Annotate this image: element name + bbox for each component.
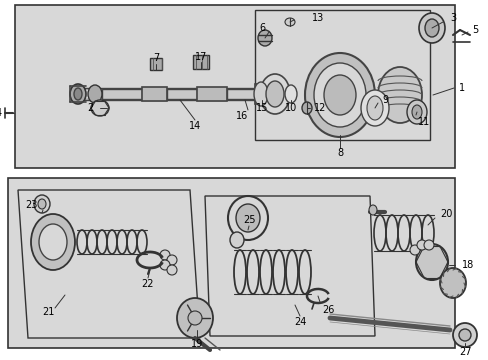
Text: 18: 18: [461, 260, 473, 270]
Text: 13: 13: [311, 13, 324, 23]
Text: 17: 17: [194, 52, 207, 62]
Text: 4: 4: [0, 108, 2, 118]
Text: 20: 20: [439, 209, 451, 219]
Text: 12: 12: [313, 103, 325, 113]
Bar: [15, 5, 454, 168]
Text: 22: 22: [142, 279, 154, 289]
Text: 14: 14: [188, 121, 201, 131]
Ellipse shape: [253, 82, 267, 106]
Ellipse shape: [423, 240, 433, 250]
Text: 11: 11: [417, 117, 429, 127]
Ellipse shape: [285, 85, 296, 103]
Ellipse shape: [406, 100, 426, 124]
Text: 25: 25: [242, 215, 255, 225]
Bar: [75, 90, 269, 98]
Text: 3: 3: [449, 13, 455, 23]
Text: 21: 21: [42, 307, 54, 317]
Text: 24: 24: [293, 317, 305, 327]
Text: 5: 5: [471, 25, 477, 35]
Ellipse shape: [313, 63, 365, 127]
Ellipse shape: [260, 74, 289, 114]
Bar: [167, 89, 197, 99]
Ellipse shape: [368, 205, 376, 215]
Text: 8: 8: [336, 148, 343, 158]
Ellipse shape: [236, 204, 260, 232]
Text: 10: 10: [285, 103, 297, 113]
Ellipse shape: [39, 224, 67, 260]
Ellipse shape: [411, 105, 421, 119]
Ellipse shape: [91, 100, 109, 116]
Ellipse shape: [285, 18, 294, 26]
Bar: [254, 84, 266, 104]
Ellipse shape: [415, 244, 447, 280]
Text: 2: 2: [86, 103, 93, 113]
Bar: [102, 89, 142, 99]
Bar: [254, 10, 429, 140]
Ellipse shape: [360, 90, 388, 126]
Text: 16: 16: [235, 111, 247, 121]
Ellipse shape: [305, 53, 374, 137]
Polygon shape: [18, 190, 200, 338]
Ellipse shape: [416, 240, 426, 250]
Text: 27: 27: [458, 347, 470, 357]
Text: 15: 15: [255, 103, 267, 113]
Text: 19: 19: [190, 339, 203, 349]
Ellipse shape: [258, 30, 271, 46]
Ellipse shape: [167, 265, 177, 275]
Bar: [75, 88, 269, 100]
Ellipse shape: [409, 245, 419, 255]
Bar: [226, 89, 254, 99]
Ellipse shape: [34, 195, 50, 213]
Ellipse shape: [38, 199, 46, 209]
Ellipse shape: [424, 19, 438, 37]
Polygon shape: [204, 196, 374, 336]
Ellipse shape: [302, 102, 311, 114]
Ellipse shape: [187, 311, 202, 325]
Text: 26: 26: [321, 305, 334, 315]
Bar: [150, 58, 162, 70]
Ellipse shape: [74, 88, 82, 100]
Text: 6: 6: [258, 23, 264, 33]
Ellipse shape: [418, 13, 444, 43]
Ellipse shape: [452, 323, 476, 347]
Bar: [142, 87, 167, 101]
Text: 23: 23: [25, 200, 38, 210]
Text: 9: 9: [381, 95, 387, 105]
Ellipse shape: [31, 214, 75, 270]
Bar: [193, 55, 208, 69]
Ellipse shape: [377, 67, 421, 123]
Ellipse shape: [458, 329, 470, 341]
Ellipse shape: [70, 84, 86, 104]
Bar: [8, 178, 454, 348]
Ellipse shape: [265, 81, 284, 107]
Ellipse shape: [160, 250, 170, 260]
Ellipse shape: [227, 196, 267, 240]
Bar: [197, 87, 226, 101]
Ellipse shape: [229, 232, 244, 248]
Text: 7: 7: [153, 53, 159, 63]
Ellipse shape: [177, 298, 213, 338]
Ellipse shape: [324, 75, 355, 115]
Ellipse shape: [167, 255, 177, 265]
Ellipse shape: [366, 96, 382, 120]
Ellipse shape: [439, 268, 465, 298]
Ellipse shape: [88, 85, 102, 103]
Ellipse shape: [160, 260, 170, 270]
Text: 1: 1: [458, 83, 464, 93]
